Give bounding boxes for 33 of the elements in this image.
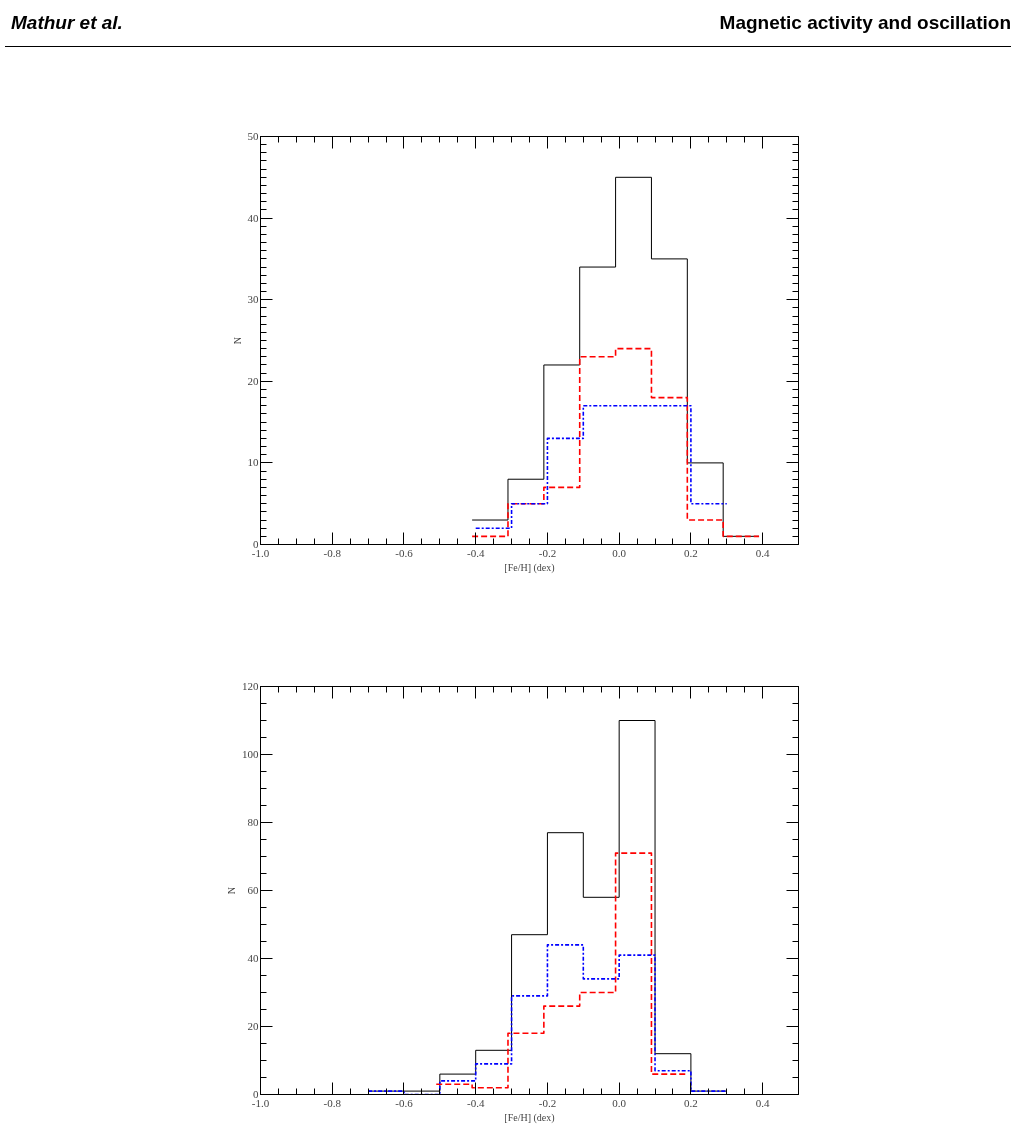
y-tick-label: 80	[247, 816, 259, 828]
y-tick-label: 50	[247, 130, 259, 142]
x-tick-label: -0.8	[323, 546, 342, 559]
x-tick-label: 0.2	[684, 546, 698, 559]
y-tick-label: 60	[247, 884, 259, 896]
y-tick-label: 0	[253, 1088, 259, 1100]
y-axis-title: N	[226, 886, 237, 895]
x-tick-label: 0.0	[612, 546, 627, 559]
x-tick-label: 0.2	[684, 1096, 698, 1109]
text: Magnetic activity and oscillation	[719, 11, 1011, 35]
y-tick-label: 10	[247, 456, 259, 469]
y-tick-label: 100	[242, 748, 259, 760]
x-tick-label: 0.4	[755, 546, 771, 559]
x-tick-label: -0.4	[466, 546, 485, 559]
text: Mathur et al.	[11, 11, 123, 35]
x-tick-label: -0.2	[538, 546, 557, 559]
x-tick-label: -0.6	[395, 1096, 414, 1109]
x-tick-label: -0.4	[466, 1096, 485, 1109]
y-tick-label: 0	[253, 538, 259, 550]
y-tick-label: 30	[247, 293, 259, 306]
x-tick-label: -0.8	[323, 1096, 342, 1109]
y-tick-label: 40	[247, 952, 259, 964]
x-tick-label: -0.2	[538, 1096, 557, 1109]
y-axis-title: N	[231, 336, 243, 345]
x-tick-label: -0.6	[395, 546, 414, 559]
y-tick-label: 20	[247, 1020, 259, 1032]
y-tick-label: 40	[247, 211, 259, 224]
x-axis-title: [Fe/H] (dex)	[504, 561, 555, 574]
x-tick-label: 0.4	[755, 1096, 771, 1109]
x-axis-title: [Fe/H] (dex)	[504, 1111, 555, 1124]
x-tick-label: 0.0	[612, 1096, 627, 1109]
y-tick-label: 20	[247, 374, 259, 387]
y-tick-label: 120	[242, 680, 259, 692]
